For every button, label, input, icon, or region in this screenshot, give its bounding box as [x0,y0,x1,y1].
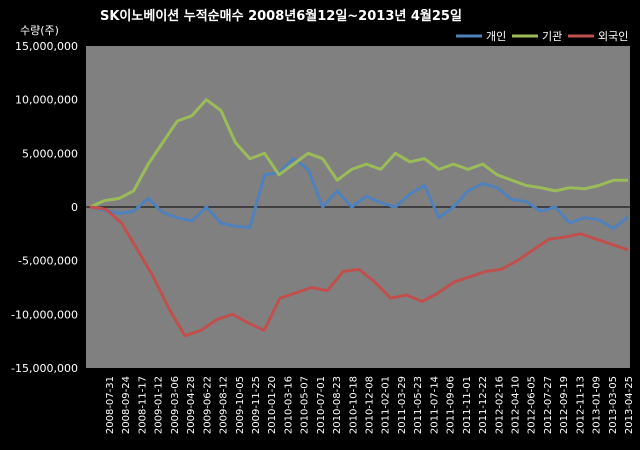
y-axis: 15,000,000 10,000,000 5,000,000 0 -5,000,000… [11,40,78,375]
x-axis: 2008-07-31 2008-09-24 2008-11-17 2009-01-12… [105,376,635,434]
x-tick-label: 2008-11-17 [137,376,148,434]
x-tick-label: 2012-11-13 [575,376,586,434]
legend-label: 기관 [542,30,562,43]
x-tick-label: 2012-04-10 [510,376,521,434]
x-tick-label: 2010-12-08 [365,376,376,434]
x-tick-label: 2010-07-01 [316,376,327,434]
legend-label: 개인 [486,30,506,43]
x-tick-label: 2009-08-12 [219,376,230,434]
x-tick-label: 2010-10-18 [348,376,359,434]
y-tick-label: 10,000,000 [15,94,78,107]
x-tick-label: 2009-06-22 [202,376,213,434]
x-tick-label: 2012-02-16 [494,376,505,434]
x-tick-label: 2011-12-22 [478,376,489,434]
x-tick-label: 2012-09-19 [559,376,570,434]
x-tick-label: 2010-03-16 [283,376,294,434]
x-tick-label: 2009-03-06 [170,376,181,434]
x-tick-label: 2013-03-05 [608,376,619,434]
x-tick-label: 2012-06-05 [527,376,538,434]
x-tick-label: 2009-11-25 [251,376,262,434]
series-line [89,205,629,338]
x-tick-label: 2008-09-24 [121,376,132,434]
x-tick-label: 2011-09-06 [446,376,457,434]
chart-title: SK이노베이션 누적순매수 2008년6월12일~2013년 4월25일 [100,8,462,24]
x-tick-label: 2009-10-05 [235,376,246,434]
y-tick-label: -10,000,000 [11,308,78,321]
x-tick-label: 2013-04-25 [624,376,635,434]
x-tick-label: 2010-01-20 [267,376,278,434]
x-tick-label: 2008-07-31 [105,376,116,434]
x-tick-label: 2011-11-01 [462,376,473,434]
y-tick-label: -15,000,000 [11,362,78,375]
legend: 개인 기관 외국인 [456,30,628,43]
x-tick-label: 2012-07-27 [543,376,554,434]
x-tick-label: 2009-04-28 [186,376,197,434]
y-tick-label: 0 [71,201,78,214]
x-tick-label: 2009-01-12 [154,376,165,434]
x-tick-label: 2010-05-07 [300,376,311,434]
y-tick-label: -5,000,000 [18,255,78,268]
x-tick-label: 2011-03-29 [397,376,408,434]
x-tick-label: 2013-01-09 [592,376,603,434]
y-tick-label: 5,000,000 [22,147,78,160]
legend-label: 외국인 [598,30,628,43]
x-tick-label: 2010-08-23 [332,376,343,434]
x-tick-label: 2011-05-23 [413,376,424,434]
x-tick-label: 2011-02-01 [381,376,392,434]
x-tick-label: 2011-07-14 [429,376,440,434]
series-line [89,157,629,230]
series-lines [89,98,629,338]
series-line [89,98,628,209]
y-tick-label: 15,000,000 [15,40,78,53]
y-axis-label: 수량(주) [20,24,59,37]
